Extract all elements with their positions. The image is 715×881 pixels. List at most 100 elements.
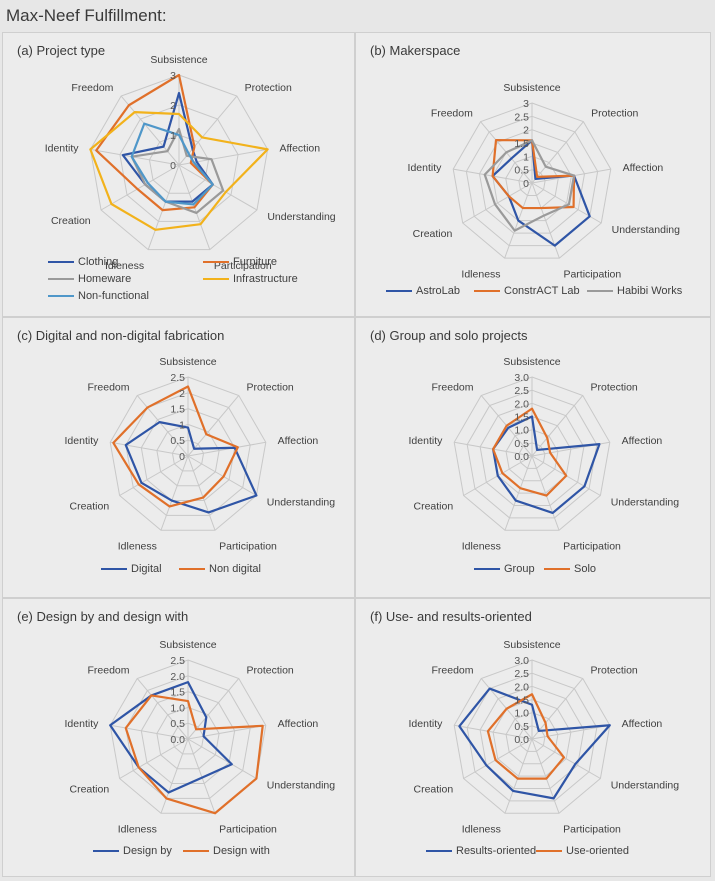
- grid-spoke: [160, 738, 189, 814]
- figure-title: Max-Neef Fulfillment:: [6, 6, 167, 25]
- panel-e: (e) Design by and design with 0.0 0.5 1.0 1…: [2, 598, 355, 877]
- tick-label: 3.0: [514, 655, 529, 667]
- legend-label: Design with: [213, 845, 270, 857]
- axis-label-identity: Identity: [65, 435, 100, 447]
- axis-label-understanding: Understanding: [267, 780, 335, 792]
- axis-label-protection: Protection: [590, 381, 637, 393]
- tick-label: 0.0: [514, 451, 529, 463]
- tick-label: 0.5: [514, 438, 529, 450]
- legend-label: Clothing: [78, 256, 119, 268]
- grid-ring: [156, 423, 220, 487]
- grid-spoke: [187, 455, 257, 496]
- tick-label: 0: [170, 160, 176, 172]
- tick-label: 1: [179, 419, 185, 431]
- axis-label-creation: Creation: [413, 784, 453, 796]
- grid-spoke: [147, 164, 180, 250]
- series-line-infrastructure: [89, 111, 269, 231]
- legend-item: Non digital: [179, 563, 261, 575]
- legend-swatch: [386, 290, 412, 293]
- legend-label: Results-oriented: [456, 845, 537, 857]
- axis-label-freedom: Freedom: [431, 381, 473, 393]
- grid-ring: [479, 685, 585, 789]
- legend-swatch: [544, 568, 570, 571]
- tick-label: 2.5: [170, 655, 185, 667]
- axis-label-subsistence: Subsistence: [503, 356, 560, 368]
- legend-item: Habibi Works: [587, 285, 682, 297]
- grid-ring: [109, 659, 267, 814]
- grid-spoke: [454, 724, 533, 740]
- radar-chart-a: 0 1 2 3 Subsistence Protection Affection Unders…: [45, 54, 336, 272]
- axis-label-idleness: Idleness: [118, 824, 157, 836]
- grid-ring: [453, 659, 611, 814]
- legend-label: Furniture: [233, 256, 278, 268]
- grid-spoke: [178, 164, 258, 211]
- grid-ring: [466, 672, 598, 802]
- chart-grid: (a) Project type 0 1 2 3 Subsistence Protecti…: [2, 32, 711, 877]
- series-line-use-oriented: [486, 693, 566, 780]
- panel-c: (c) Digital and non-digital fabrication …: [2, 317, 355, 598]
- legend-swatch: [203, 278, 229, 281]
- axis-label-understanding: Understanding: [267, 211, 335, 223]
- grid-spoke: [531, 395, 584, 457]
- tick-label: 1.0: [514, 708, 529, 720]
- axis-label-creation: Creation: [69, 784, 109, 796]
- grid-spoke: [187, 738, 257, 779]
- grid-ring: [478, 129, 586, 234]
- axis-label-creation: Creation: [413, 501, 453, 513]
- grid-spoke: [187, 455, 216, 531]
- axis-label-freedom: Freedom: [87, 381, 129, 393]
- grid-spoke: [531, 121, 584, 184]
- grid-spoke: [119, 455, 189, 496]
- series-line-non-digital: [112, 385, 239, 508]
- axis-label-creation: Creation: [51, 215, 91, 227]
- axis-label-creation: Creation: [413, 228, 453, 240]
- grid-spoke: [531, 738, 560, 814]
- tick-label: 3: [170, 70, 176, 82]
- tick-label: 1.5: [170, 687, 185, 699]
- grid-spoke: [187, 395, 240, 457]
- legend-swatch: [426, 850, 452, 853]
- series-line-design-with: [124, 694, 264, 815]
- axis-label-protection: Protection: [246, 664, 293, 676]
- grid-ring: [505, 429, 559, 482]
- axis-label-participation: Participation: [219, 541, 277, 553]
- axis-label-protection: Protection: [591, 108, 638, 120]
- axis-label-protection: Protection: [245, 82, 292, 94]
- grid-spoke: [187, 738, 216, 814]
- grid-spoke: [531, 738, 601, 779]
- axis-label-participation: Participation: [219, 824, 277, 836]
- legend-swatch: [536, 850, 562, 853]
- grid-spoke: [100, 164, 180, 211]
- panel-b: (b) Makerspace 0 0.5 1 1.5 2 2.5 3 Subsistence P…: [355, 32, 711, 317]
- grid-spoke: [531, 724, 610, 740]
- grid-ring: [89, 74, 269, 251]
- axis-label-subsistence: Subsistence: [503, 639, 560, 651]
- legend-item: Digital: [101, 563, 162, 575]
- grid-ring: [125, 675, 251, 799]
- grid-ring: [171, 722, 205, 755]
- series-line-solo: [492, 407, 568, 497]
- series-line-non-functional: [130, 122, 214, 206]
- panel-f: (f) Use- and results-oriented 0.0 0.5 1.0 1…: [355, 598, 711, 877]
- tick-label: 2.5: [514, 111, 529, 123]
- grid-ring: [119, 104, 239, 222]
- axis-label-idleness: Idleness: [461, 268, 500, 280]
- axis-label-affection: Affection: [622, 435, 663, 447]
- legend-label: ConstrACT Lab: [504, 285, 580, 297]
- tick-label: 1.0: [514, 425, 529, 437]
- series-line-habibi-works: [483, 139, 576, 232]
- legend-item: Design with: [183, 845, 270, 857]
- tick-label: 0.5: [514, 721, 529, 733]
- tick-label: 2.5: [514, 668, 529, 680]
- tick-label: 2: [523, 125, 529, 137]
- tick-label: 3: [523, 98, 529, 110]
- legend-item: Use-oriented: [536, 845, 629, 857]
- tick-label: 1.5: [514, 695, 529, 707]
- grid-ring: [156, 706, 220, 770]
- grid-spoke: [504, 455, 533, 531]
- axis-label-freedom: Freedom: [71, 82, 113, 94]
- grid-ring: [453, 376, 611, 531]
- series-line-constract-lab: [491, 139, 576, 210]
- panel-a: (a) Project type 0 1 2 3 Subsistence Protecti…: [2, 32, 355, 317]
- axis-label-affection: Affection: [622, 718, 663, 730]
